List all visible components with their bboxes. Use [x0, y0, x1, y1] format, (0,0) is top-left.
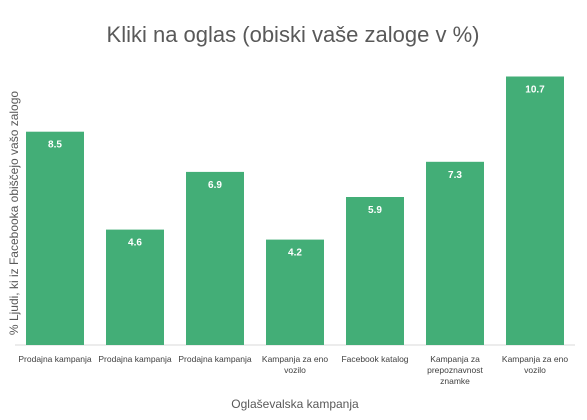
bar-5	[346, 197, 404, 345]
chart-title: Kliki na oglas (obiski vaše zaloge v %)	[107, 22, 480, 47]
x-tick-label-4: Kampanja za eno vozilo	[262, 354, 328, 375]
data-label-2: 4.6	[128, 238, 142, 249]
bar-1	[26, 131, 84, 345]
x-tick-label-5: Facebook katalog	[341, 354, 408, 364]
x-axis-title: Oglaševalska kampanja	[231, 397, 359, 411]
data-label-5: 5.9	[368, 205, 382, 216]
data-labels-group: 8.5 4.6 6.9 4.2 5.9 7.3 10.7	[48, 85, 545, 259]
y-axis-title: % Ljudi, ki iz Facebooka obiščejo vašo z…	[7, 91, 21, 335]
x-tick-label-1: Prodajna kampanja	[18, 354, 92, 364]
bars-group	[26, 76, 564, 345]
data-label-4: 4.2	[288, 248, 302, 259]
x-tick-label-6: Kampanja za prepoznavnost znamke	[427, 354, 483, 386]
bar-4	[266, 239, 324, 345]
x-tick-label-2: Prodajna kampanja	[98, 354, 172, 364]
bar-7	[506, 76, 564, 345]
data-label-6: 7.3	[448, 170, 462, 181]
data-label-7: 10.7	[525, 85, 545, 96]
bar-3	[186, 171, 244, 345]
x-tick-labels-group: Prodajna kampanja Prodajna kampanja Prodaj…	[18, 354, 568, 386]
bar-6	[426, 161, 484, 345]
data-label-3: 6.9	[208, 180, 222, 191]
x-tick-label-3: Prodajna kampanja	[178, 354, 252, 364]
bar-2	[106, 229, 164, 345]
data-label-1: 8.5	[48, 140, 62, 151]
x-tick-label-7: Kampanja za eno vozilo	[502, 354, 568, 375]
